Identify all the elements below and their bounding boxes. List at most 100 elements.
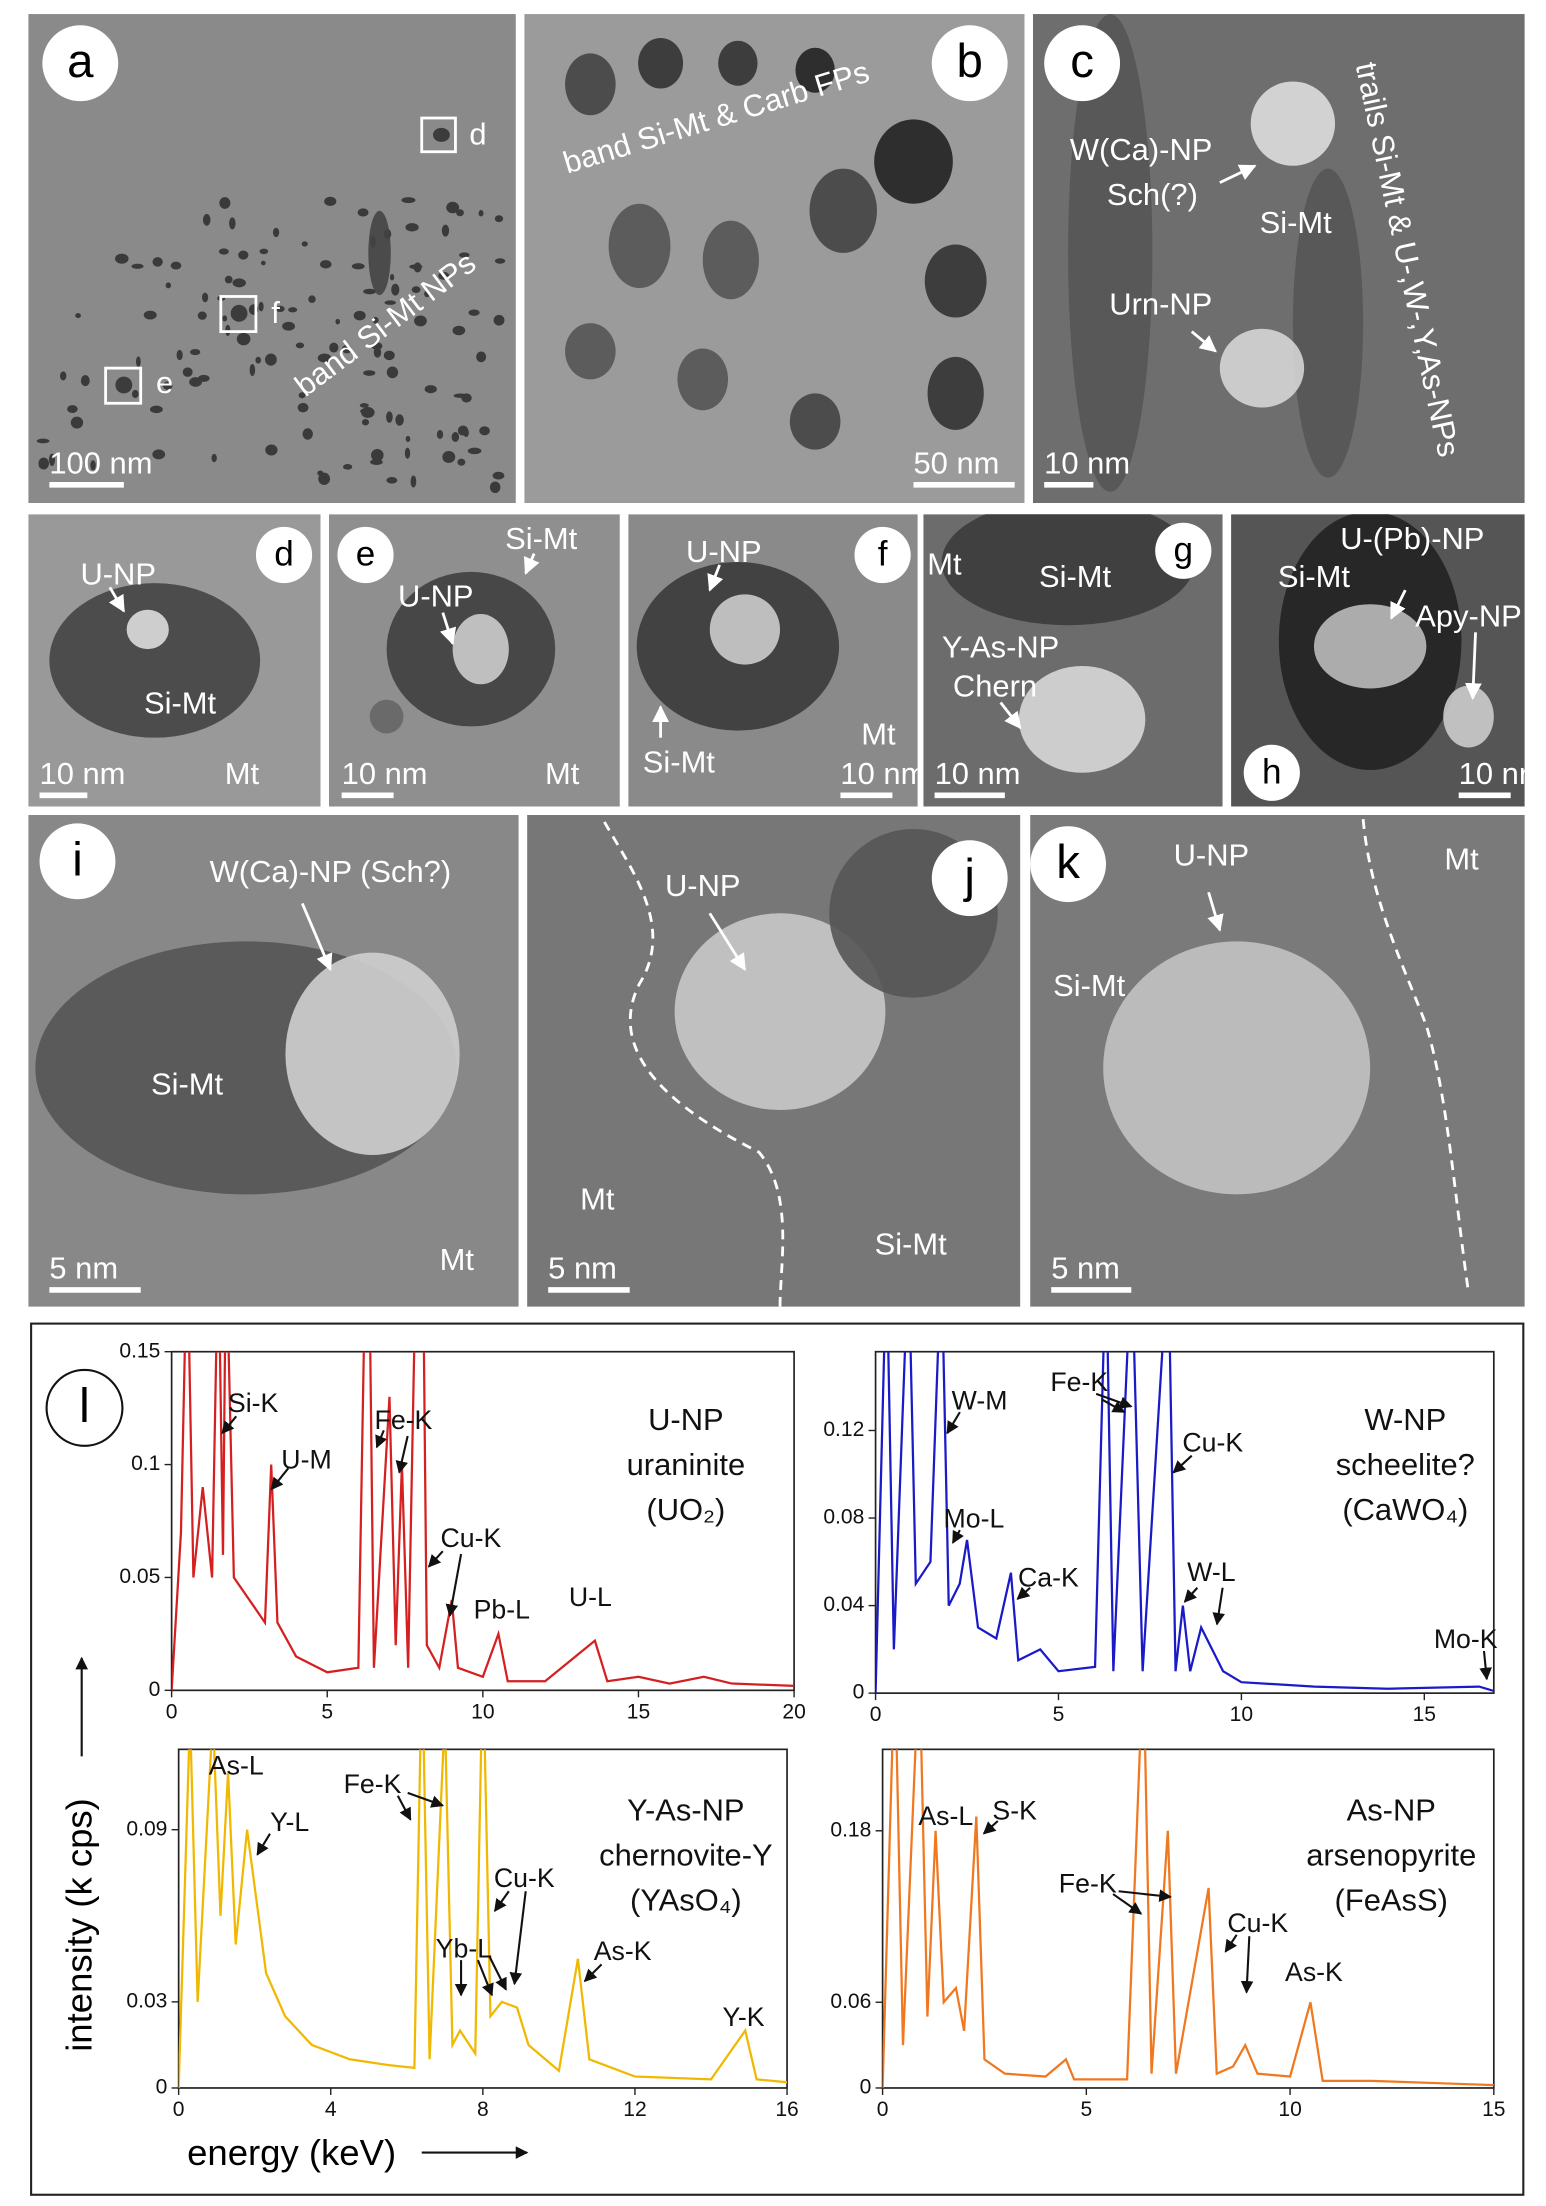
scale-bar-label: 10 nm <box>935 756 1021 791</box>
image-panel: Mt Si-Mt Y-As-NP Chern 10 nm g <box>923 514 1223 807</box>
inset-box <box>219 295 258 334</box>
particle <box>282 321 295 331</box>
panel-letter-badge <box>854 526 911 584</box>
particle <box>131 389 139 398</box>
peak-label: Yb-L <box>436 1933 492 1963</box>
scale-bar-label: 10 nm <box>840 756 926 791</box>
particle <box>152 257 163 267</box>
particle <box>404 447 411 459</box>
particle <box>360 408 371 414</box>
particle <box>941 514 1195 626</box>
particle <box>451 431 460 442</box>
particle <box>674 913 886 1111</box>
panel-label: W(Ca)-NP <box>1070 132 1212 167</box>
arrow <box>523 553 540 575</box>
x-tick-label: 10 <box>1230 1703 1253 1726</box>
particle <box>170 261 182 270</box>
scale-bar-label: 5 nm <box>1051 1250 1120 1285</box>
panel-label: Apy-NP <box>1415 598 1521 633</box>
particle <box>143 310 157 320</box>
particle <box>295 342 305 349</box>
particle <box>370 459 383 465</box>
particle <box>218 248 229 255</box>
peak-arrow <box>1101 1398 1126 1414</box>
particle <box>1103 941 1371 1195</box>
particle <box>386 476 398 484</box>
panel-letter-badge <box>931 840 1008 917</box>
peak-arrow <box>221 1415 238 1435</box>
panel-label: Mt <box>225 756 260 791</box>
x-tick-label: 16 <box>775 2098 798 2121</box>
spectrum-title: chernovite-Y <box>599 1838 773 1873</box>
particle <box>115 376 133 394</box>
panel-letter-badge <box>931 25 1008 102</box>
peak-arrow <box>509 1891 527 1986</box>
particle <box>401 197 416 204</box>
axis-label: energy (keV) <box>187 2132 396 2173</box>
particle <box>232 278 246 288</box>
peak-arrow <box>395 1435 409 1474</box>
spectrum-title: U-NP <box>648 1402 724 1437</box>
y-tick-label: 0.12 <box>823 1418 864 1441</box>
particle <box>438 271 450 280</box>
panel-letter: d <box>274 535 294 574</box>
particle <box>317 353 332 363</box>
arrow <box>1464 632 1482 701</box>
panel-letter: g <box>1174 530 1194 569</box>
panel-label: Si-Mt <box>1053 968 1126 1003</box>
panel-letter: h <box>1262 752 1282 791</box>
particle <box>1443 685 1494 748</box>
x-tick-label: 20 <box>782 1700 805 1723</box>
particle <box>442 451 456 463</box>
arrow <box>999 701 1022 730</box>
particle <box>709 594 781 665</box>
panel-letter: e <box>356 535 376 574</box>
particle <box>453 393 468 398</box>
spectrum-line <box>178 1749 788 2088</box>
particle <box>702 220 759 300</box>
particle <box>49 583 261 738</box>
y-tick-label: 0.05 <box>119 1565 160 1588</box>
particle <box>441 224 450 237</box>
image-panel: Si-MtU-(Pb)-NP Apy-NP 10 nm h <box>1231 514 1525 807</box>
particle <box>489 481 501 494</box>
peak-arrow <box>256 1833 271 1856</box>
y-tick-label: 0 <box>853 1681 865 1704</box>
x-tick-label: 15 <box>627 1700 650 1723</box>
spectrum-line <box>875 1351 1494 1694</box>
particle <box>924 244 987 318</box>
particle <box>409 264 423 270</box>
particle <box>492 471 505 480</box>
peak-label: S-K <box>992 1796 1037 1826</box>
particle <box>386 366 399 379</box>
x-tick-label: 0 <box>173 2098 185 2121</box>
arrow <box>301 902 333 972</box>
particle <box>265 353 277 366</box>
panel-label: U-NP <box>686 534 762 569</box>
particle <box>789 393 841 450</box>
peak-arrow <box>946 1411 961 1435</box>
panel-letter-badge <box>1243 744 1300 801</box>
peak-label: Fe-K <box>375 1405 433 1435</box>
panel-letter: c <box>1070 35 1094 88</box>
particle <box>373 347 382 358</box>
panel-label: U-NP <box>665 868 741 903</box>
particle <box>48 453 56 466</box>
particle <box>202 214 211 226</box>
boundary <box>603 821 785 1307</box>
particle <box>70 416 84 429</box>
x-tick-label: 15 <box>1413 1703 1436 1726</box>
panel-label: Y-As-NP <box>942 629 1059 664</box>
panel-label: f <box>271 295 280 330</box>
peak-label: U-L <box>569 1582 612 1612</box>
particle <box>368 210 391 296</box>
particle <box>436 429 444 439</box>
y-tick-label: 0 <box>149 1678 161 1701</box>
particle <box>190 349 201 356</box>
particle <box>258 301 264 312</box>
x-tick-label: 12 <box>623 2098 646 2121</box>
particle <box>1018 666 1146 773</box>
particle <box>411 286 421 293</box>
y-tick-label: 0.04 <box>823 1593 864 1616</box>
